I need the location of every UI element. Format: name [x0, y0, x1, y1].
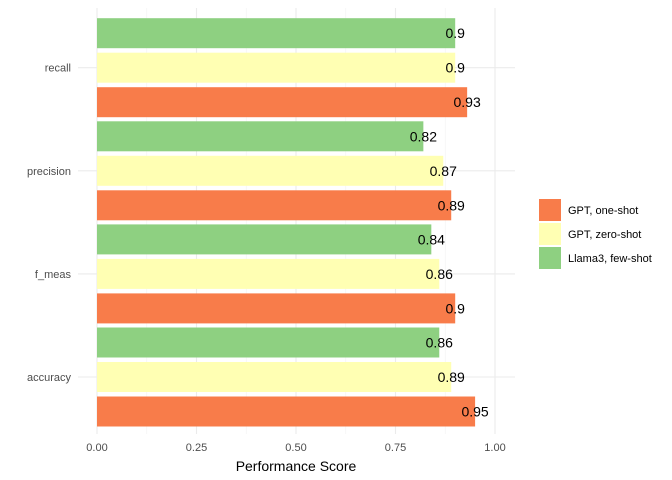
- data-label: 0.86: [426, 266, 453, 282]
- bar: [97, 18, 456, 49]
- bar: [97, 258, 440, 289]
- data-label: 0.84: [418, 231, 445, 247]
- bar: [97, 190, 452, 221]
- legend: GPT, one-shot GPT, zero-shot Llama3, few-s…: [539, 199, 652, 269]
- bar: [97, 362, 452, 392]
- axes: Performance Score accuracy f_meas precisio…: [27, 63, 506, 474]
- data-label: 0.9: [445, 300, 465, 316]
- data-label: 0.9: [445, 25, 465, 41]
- data-label: 0.89: [438, 197, 465, 213]
- legend-key: [539, 247, 561, 269]
- x-tick-label: 0.50: [285, 442, 306, 454]
- y-tick-label: recall: [45, 63, 71, 75]
- legend-key: [539, 199, 561, 221]
- x-axis-title: Performance Score: [236, 458, 357, 474]
- x-tick-label: 0.25: [186, 442, 207, 454]
- data-labels: 0.95 0.9 0.89 0.93 0.89 0.86 0.87 0.9 0.86 0.84 0.…: [410, 25, 489, 419]
- y-tick-label: accuracy: [27, 372, 72, 384]
- y-tick-label: f_meas: [35, 269, 72, 281]
- data-label: 0.87: [430, 163, 457, 179]
- bar: [97, 155, 444, 186]
- bar: [97, 52, 456, 83]
- x-tick-label: 1.00: [484, 442, 505, 454]
- bar: [97, 121, 424, 152]
- data-label: 0.82: [410, 128, 437, 144]
- legend-label: Llama3, few-shot: [568, 253, 652, 265]
- legend-label: GPT, one-shot: [568, 205, 638, 217]
- bar: [97, 293, 456, 324]
- data-label: 0.89: [438, 369, 465, 385]
- bar: [97, 224, 432, 255]
- legend-label: GPT, zero-shot: [568, 229, 641, 241]
- data-label: 0.9: [445, 60, 465, 76]
- data-label: 0.86: [426, 335, 453, 351]
- legend-key: [539, 223, 561, 245]
- data-label: 0.95: [461, 404, 488, 420]
- x-tick-label: 0.75: [385, 442, 406, 454]
- y-tick-label: precision: [27, 166, 71, 178]
- bars: [97, 18, 476, 427]
- bar: [97, 327, 440, 358]
- bar: [97, 87, 468, 118]
- data-label: 0.93: [454, 94, 481, 110]
- x-tick-label: 0.00: [86, 442, 107, 454]
- bar: [97, 396, 476, 427]
